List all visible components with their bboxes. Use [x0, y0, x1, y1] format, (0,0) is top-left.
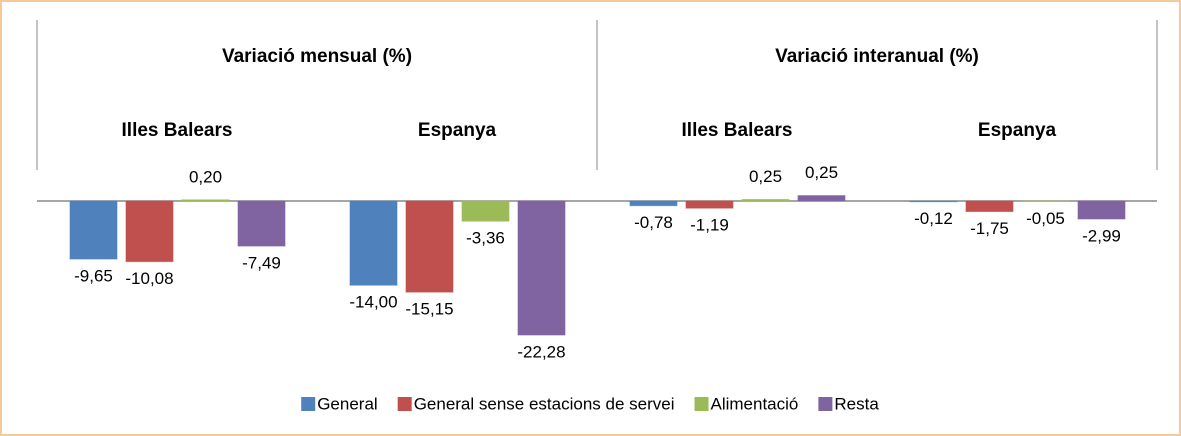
bar	[517, 200, 566, 336]
value-label: -0,05	[1026, 209, 1065, 228]
legend-swatch	[818, 397, 833, 411]
group-title: Variació mensual (%)	[222, 46, 412, 67]
value-label: -7,49	[242, 254, 281, 273]
value-label: 0,25	[749, 167, 782, 186]
value-label: -10,08	[125, 269, 173, 288]
bar	[1021, 200, 1070, 202]
category-label: Illes Balears	[682, 120, 793, 141]
category-label: Illes Balears	[122, 120, 233, 141]
bar	[405, 200, 454, 293]
bar	[685, 200, 734, 209]
bar	[125, 200, 174, 263]
value-label: -14,00	[349, 293, 397, 312]
group-title: Variació interanual (%)	[775, 46, 979, 67]
legend-swatch	[397, 397, 412, 411]
category-label: Espanya	[978, 120, 1057, 141]
bar	[181, 199, 230, 202]
value-label: -15,15	[405, 300, 453, 319]
value-label: 0,20	[189, 167, 222, 186]
value-label: -1,19	[690, 216, 729, 235]
value-label: -0,78	[634, 213, 673, 232]
legend-swatch	[694, 397, 709, 411]
bar	[349, 200, 398, 286]
bar	[797, 195, 846, 202]
value-label: -0,12	[914, 209, 953, 228]
bar	[237, 200, 286, 247]
legend-swatch	[301, 397, 316, 411]
value-label: -1,75	[970, 219, 1009, 238]
bar	[1077, 200, 1126, 220]
legend-label: Resta	[834, 394, 879, 413]
value-label: -2,99	[1082, 226, 1121, 245]
legend-label: Alimentació	[711, 394, 799, 413]
value-label: 0,25	[805, 163, 838, 182]
bar	[461, 200, 510, 222]
bar	[629, 200, 678, 207]
bar	[69, 200, 118, 260]
bar	[965, 200, 1014, 213]
bar	[741, 198, 790, 202]
value-label: -9,65	[74, 267, 113, 286]
legend-label: General sense estacions de servei	[414, 394, 675, 413]
value-label: -22,28	[517, 342, 565, 361]
category-label: Espanya	[418, 120, 497, 141]
value-label: -3,36	[466, 229, 505, 248]
legend-label: General	[317, 394, 377, 413]
bar	[909, 200, 958, 203]
